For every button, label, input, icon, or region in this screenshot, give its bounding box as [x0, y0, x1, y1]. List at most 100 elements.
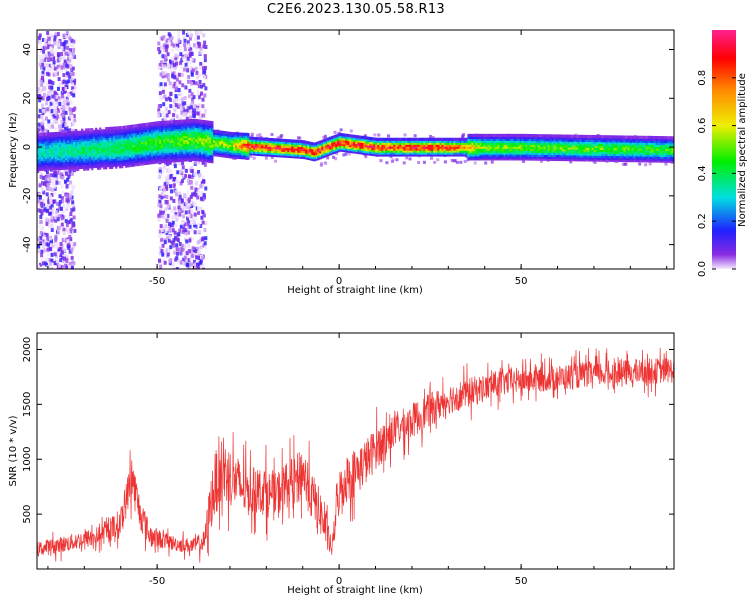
ridge-cell — [349, 149, 352, 154]
ridge-cell — [333, 148, 336, 152]
ridge-cell — [97, 152, 100, 157]
noise-cell — [182, 108, 186, 113]
noise-cell — [69, 211, 73, 216]
noise-cell — [64, 253, 68, 258]
ridge-cell — [155, 131, 158, 135]
ridge-cell — [413, 151, 416, 155]
noise-cell — [48, 85, 52, 90]
ridge-cell — [297, 145, 300, 149]
noise-cell — [171, 104, 175, 109]
ridge-cell — [151, 149, 154, 153]
ridge-cell — [349, 136, 352, 140]
noise-cell — [48, 53, 52, 58]
noise-cell — [68, 36, 72, 41]
noise-cell — [63, 248, 67, 253]
ridge-cell — [361, 139, 364, 143]
ridge-cell — [49, 165, 52, 169]
ridge-cell — [247, 144, 250, 148]
ridge-cell — [43, 148, 46, 152]
noise-cell — [181, 248, 185, 253]
ridge-cell — [415, 137, 418, 141]
ridge-cell — [137, 135, 140, 139]
ridge-cell — [207, 132, 210, 136]
ridge-cell — [399, 151, 402, 155]
ridge-cell — [105, 162, 108, 166]
ridge-cell — [131, 161, 134, 165]
ridge-cell — [45, 144, 48, 148]
ridge-cell — [283, 148, 286, 152]
ridge-cell — [301, 153, 304, 157]
ridge-cell — [111, 144, 114, 148]
ridge-cell — [179, 119, 182, 123]
ridge-cell — [69, 164, 72, 168]
ridge-cell — [357, 141, 360, 145]
ridge-cell — [49, 140, 52, 144]
ridge-cell — [93, 149, 96, 153]
noise-cell — [178, 80, 182, 85]
ridge-cell — [303, 152, 306, 156]
ridge-cell — [271, 138, 274, 142]
ridge-cell — [51, 143, 54, 148]
ridge-cell — [195, 128, 198, 132]
ridge-cell — [219, 136, 222, 140]
ridge-cell — [387, 151, 390, 155]
ridge-cell — [149, 153, 152, 157]
ridge-cell — [311, 151, 314, 156]
ridge-cell — [331, 137, 334, 142]
ridge-cell — [119, 132, 122, 136]
ridge-cell — [207, 155, 210, 159]
ridge-cell — [225, 144, 228, 149]
ridge-cell — [155, 160, 158, 164]
noise-cell — [183, 43, 187, 48]
ridge-cell — [65, 137, 68, 141]
ridge-cell — [81, 132, 84, 136]
ridge-cell — [319, 152, 322, 156]
ridge-cell — [369, 142, 372, 146]
ridge-cell — [61, 133, 64, 137]
ridge-cell — [171, 145, 174, 149]
ridge-cell — [371, 148, 374, 153]
ridge-cell — [245, 136, 248, 141]
ridge-cell — [135, 128, 138, 132]
ridge-cell — [143, 126, 146, 131]
ridge-cell — [101, 164, 104, 168]
ridge-cell — [93, 139, 96, 143]
noise-cell — [159, 60, 163, 65]
noise-cell — [62, 73, 66, 78]
ridge-cell — [135, 139, 138, 143]
noise-cell — [48, 187, 52, 192]
ridge-cell — [123, 149, 126, 153]
noise-cell — [194, 217, 198, 222]
ridge-cell — [81, 157, 84, 162]
noise-cell — [58, 199, 62, 204]
ridge-cell — [169, 135, 172, 140]
ridge-cell — [401, 145, 404, 149]
ridge-cell — [251, 148, 254, 152]
noise-cell — [199, 206, 203, 211]
ridge-cell — [67, 154, 70, 158]
ridge-cell — [129, 150, 132, 154]
ridge-cell — [47, 134, 50, 138]
ridge-cell — [95, 155, 98, 159]
ridge-cell — [129, 130, 132, 134]
ridge-cell — [99, 133, 102, 137]
ridge-cell — [363, 140, 366, 144]
ridge-cell — [267, 137, 270, 142]
ridge-cell — [281, 140, 284, 144]
ridge-cell — [41, 136, 44, 140]
noise-cell — [203, 109, 207, 114]
ridge-cell — [117, 143, 120, 148]
ridge-cell — [67, 158, 70, 162]
ridge-cell — [425, 149, 428, 153]
ridge-cell — [177, 119, 180, 124]
ridge-cell — [339, 142, 342, 146]
ridge-cell — [227, 135, 230, 139]
ridge-cell — [161, 152, 164, 156]
noise-cell — [72, 128, 76, 133]
ridge-cell — [125, 135, 128, 139]
ridge-cell — [157, 150, 160, 154]
noise-cell — [198, 192, 202, 197]
ridge-cell — [355, 135, 358, 139]
noise-cell — [184, 231, 188, 236]
ridge-cell — [63, 131, 66, 135]
